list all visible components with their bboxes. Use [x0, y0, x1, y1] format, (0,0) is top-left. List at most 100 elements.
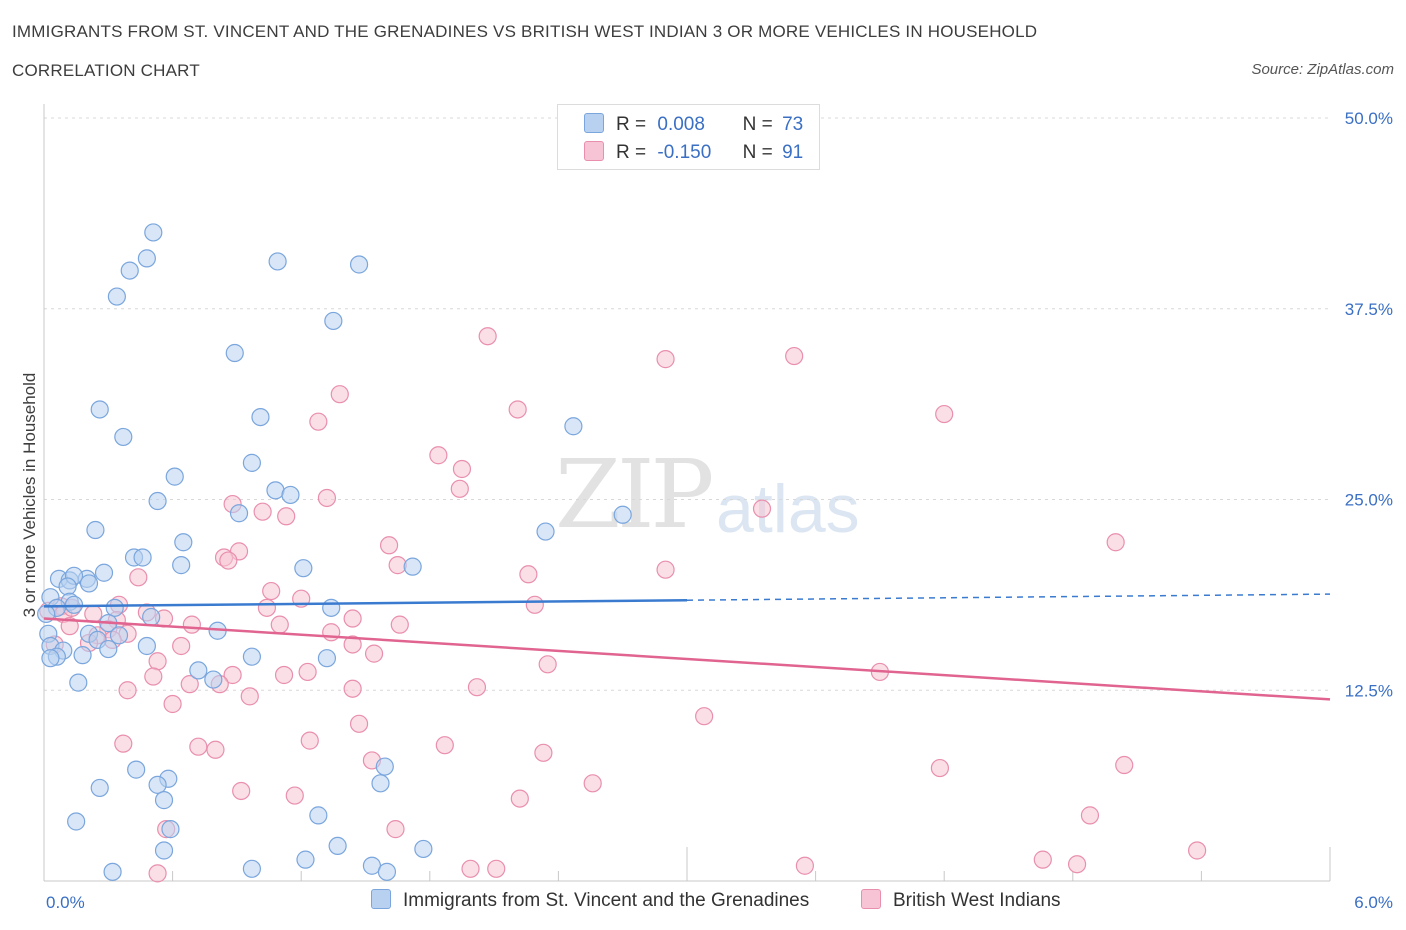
blue-point	[242, 453, 262, 472]
pink-point	[379, 536, 399, 555]
bottom-legend-swatch-blue	[371, 889, 391, 909]
blue-point	[377, 862, 397, 881]
blue-point	[142, 607, 161, 627]
blue-point	[189, 661, 208, 680]
pink-point	[60, 617, 79, 636]
blue-point	[86, 520, 105, 540]
pink-point	[285, 786, 304, 805]
blue-point	[266, 481, 285, 500]
blue-point	[73, 646, 92, 665]
legend-row-blue: R = 0.008 N = 73	[584, 113, 803, 136]
pink-point	[1033, 850, 1052, 869]
blue-point	[58, 577, 77, 596]
pink-point	[240, 687, 259, 706]
pink-point	[386, 820, 405, 839]
pink-point	[795, 856, 814, 875]
blue-point	[105, 598, 124, 617]
pink-point	[148, 652, 167, 671]
pink-point	[114, 734, 133, 753]
blue-point	[225, 343, 244, 363]
source-label: Source: ZipAtlas.com	[1251, 61, 1394, 78]
pink-point	[519, 565, 538, 584]
blue-point	[107, 287, 126, 306]
pink-point	[189, 737, 208, 756]
blue-point	[296, 850, 315, 869]
blue-point	[120, 261, 139, 280]
pink-point	[309, 412, 328, 431]
pink-point	[172, 636, 191, 656]
blue-point	[67, 812, 86, 831]
blue-point	[371, 774, 390, 793]
blue-point	[328, 836, 347, 856]
pink-point	[129, 568, 148, 587]
blue-point	[148, 491, 167, 511]
legend-swatch-pink	[584, 141, 604, 161]
blue-point	[349, 255, 369, 274]
blue-point	[165, 467, 184, 486]
legend-n-label: N =	[742, 114, 773, 135]
pink-point	[452, 459, 472, 479]
pink-point	[1106, 533, 1125, 552]
pink-point	[317, 488, 337, 508]
pink-point	[277, 507, 296, 526]
pink-point	[695, 707, 714, 726]
pink-point	[257, 598, 277, 617]
blue-point	[69, 673, 88, 692]
blue-point	[103, 862, 122, 881]
pink-point	[253, 502, 272, 521]
pink-point	[461, 859, 480, 878]
legend-n-label: N =	[742, 142, 773, 163]
blue-point	[79, 574, 99, 593]
chart-title: IMMIGRANTS FROM ST. VINCENT AND THE GREN…	[12, 22, 1038, 41]
pink-point	[1067, 855, 1087, 874]
pink-point	[534, 743, 553, 762]
blue-point	[414, 839, 433, 859]
pink-trend-line	[43, 617, 1331, 701]
pink-point	[752, 499, 772, 518]
pink-point	[388, 556, 407, 575]
blue-point	[242, 859, 262, 878]
pink-point	[343, 635, 362, 654]
blue-point	[137, 249, 156, 268]
blue-point	[137, 636, 156, 656]
blue-point	[174, 533, 193, 552]
blue-point	[144, 223, 163, 242]
pink-point	[1188, 841, 1207, 860]
blue-point	[127, 760, 146, 779]
pink-point	[390, 615, 409, 634]
legend-swatch-blue	[584, 113, 604, 133]
pink-point	[538, 655, 557, 674]
y-tick-label: 37.5%	[1345, 300, 1393, 319]
blue-point	[251, 407, 270, 427]
blue-point	[613, 505, 632, 524]
pink-point	[930, 758, 950, 778]
pink-point	[1115, 755, 1134, 775]
pink-point	[274, 665, 294, 685]
pink-point	[118, 681, 137, 700]
blue-point	[204, 670, 223, 689]
pink-point	[84, 604, 103, 624]
blue-point	[309, 806, 328, 825]
blue-point	[242, 647, 262, 666]
x-tick-label: 6.0%	[1354, 893, 1393, 912]
blue-point	[109, 626, 129, 645]
pink-point	[219, 551, 238, 570]
pink-point	[163, 694, 182, 714]
pink-point	[182, 615, 201, 634]
pink-point	[349, 714, 369, 733]
pink-point	[148, 864, 167, 883]
pink-point	[343, 679, 362, 698]
blue-point	[90, 778, 109, 798]
pink-point	[435, 736, 454, 755]
blue-point	[564, 417, 583, 436]
pink-point	[180, 675, 199, 694]
pink-point	[300, 731, 319, 750]
pink-point	[510, 789, 529, 808]
pink-point	[262, 581, 281, 601]
pink-point	[785, 346, 804, 366]
x-tick-label: 0.0%	[46, 893, 85, 912]
blue-point	[90, 400, 109, 419]
blue-point	[154, 791, 174, 810]
pink-point	[583, 774, 602, 793]
bottom-legend-item-blue: Immigrants from St. Vincent and the Gren…	[371, 889, 809, 912]
